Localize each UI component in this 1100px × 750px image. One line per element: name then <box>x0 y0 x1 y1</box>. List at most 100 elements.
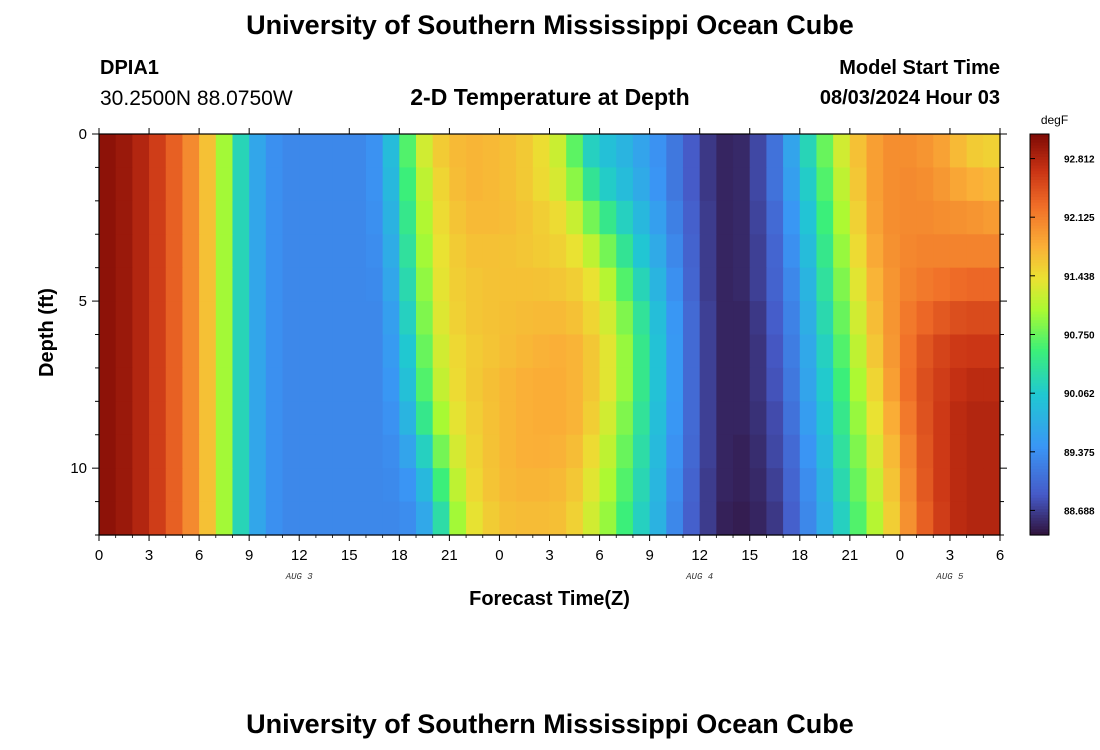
heatmap-cell <box>649 468 667 503</box>
heatmap-cell <box>265 367 284 402</box>
heatmap-cell <box>315 434 334 469</box>
heatmap-cell <box>866 501 884 536</box>
heatmap-cell <box>766 434 784 469</box>
heatmap-cell <box>566 167 584 202</box>
heatmap-cell <box>733 200 751 235</box>
x-tick-label: 15 <box>341 547 358 564</box>
heatmap-cell <box>799 434 818 469</box>
heatmap-cell <box>449 401 467 436</box>
heatmap-cell <box>332 301 350 336</box>
heatmap-cell <box>883 367 901 402</box>
heatmap-cell <box>949 501 968 536</box>
heatmap-cell <box>733 434 751 469</box>
heatmap-cell <box>232 334 250 369</box>
heatmap-cell <box>883 501 901 536</box>
heatmap-cell <box>649 334 667 369</box>
heatmap-cell <box>282 401 300 436</box>
heatmap-cell <box>682 200 701 235</box>
heatmap-cell <box>816 267 834 302</box>
heatmap-cell <box>265 501 284 536</box>
heatmap-cell <box>966 401 984 436</box>
heatmap-cell <box>282 468 300 503</box>
heatmap-cell <box>916 367 934 402</box>
heatmap-cell <box>949 401 968 436</box>
heatmap-cell <box>966 434 984 469</box>
heatmap-cell <box>265 267 284 302</box>
colorbar-segment <box>1030 520 1049 525</box>
heatmap-cell <box>132 267 150 302</box>
heatmap-cell <box>899 134 918 169</box>
heatmap-cell <box>899 468 918 503</box>
heatmap-cell <box>749 334 768 369</box>
heatmap-cell <box>949 334 968 369</box>
heatmap-cell <box>949 267 968 302</box>
heatmap-cell <box>783 234 801 269</box>
colorbar-segment <box>1030 449 1049 453</box>
heatmap-cell <box>532 200 551 235</box>
heatmap-cell <box>265 134 284 169</box>
heatmap-cell <box>365 301 384 336</box>
heatmap-cell <box>649 367 667 402</box>
date-label: AUG 4 <box>685 572 713 582</box>
heatmap-cell <box>282 200 300 235</box>
heatmap-cell <box>416 267 434 302</box>
heatmap-cell <box>482 401 501 436</box>
colorbar-segment <box>1030 331 1049 336</box>
colorbar-segment <box>1030 463 1049 467</box>
heatmap-cell <box>332 200 350 235</box>
heatmap-cell <box>582 401 601 436</box>
heatmap-cell <box>299 334 317 369</box>
x-tick-label: 0 <box>95 547 103 564</box>
x-tick-label: 12 <box>291 547 308 564</box>
heatmap-cell <box>616 301 634 336</box>
heatmap-cell <box>282 301 300 336</box>
heatmap-cell <box>349 468 367 503</box>
heatmap-cell <box>382 134 400 169</box>
colorbar-segment <box>1030 454 1049 459</box>
heatmap-cell <box>182 134 200 169</box>
heatmap-cell <box>432 167 450 202</box>
colorbar-segment <box>1030 205 1049 210</box>
colorbar-segment <box>1030 337 1049 341</box>
heatmap-cell <box>883 200 901 235</box>
heatmap-cell <box>99 468 117 503</box>
colorbar-segment <box>1030 497 1049 502</box>
heatmap-cell <box>466 334 484 369</box>
temperature-depth-chart: 0 3 6 9 12 15 18 21 0 3 6 9 12 15 18 21 0 3 6 AUG 3 AUG 4 AUG… <box>36 113 1095 610</box>
colorbar-segment <box>1030 414 1049 419</box>
heatmap-cell <box>833 434 851 469</box>
heatmap-cell <box>215 334 234 369</box>
heatmap-cell <box>582 267 601 302</box>
heatmap-cell <box>182 301 200 336</box>
heatmap-cell <box>599 267 617 302</box>
heatmap-cell <box>215 401 234 436</box>
heatmap-cell <box>666 167 684 202</box>
heatmap-cell <box>232 167 250 202</box>
heatmap-cell <box>282 267 300 302</box>
colorbar-segment <box>1030 394 1049 399</box>
heatmap-cell <box>799 501 818 536</box>
heatmap-cell <box>165 367 184 402</box>
heatmap-cell <box>749 167 768 202</box>
colorbar-segment <box>1030 300 1049 304</box>
colorbar-segment <box>1030 483 1049 487</box>
heatmap-cell <box>666 267 684 302</box>
heatmap-cell <box>482 167 501 202</box>
heatmap-cell <box>733 334 751 369</box>
heatmap-cell <box>849 468 868 503</box>
model-start-value: 08/03/2024 Hour 03 <box>819 87 1000 109</box>
heatmap-cell <box>849 334 868 369</box>
heatmap-cell <box>365 200 384 235</box>
heatmap-cell <box>232 468 250 503</box>
heatmap-cell <box>616 134 634 169</box>
heatmap-cell <box>165 234 184 269</box>
colorbar-segment <box>1030 154 1049 158</box>
heatmap-cell <box>215 367 234 402</box>
heatmap-cell <box>232 367 250 402</box>
heatmap-cell <box>282 367 300 402</box>
page-title-bottom: University of Southern Mississippi Ocean… <box>246 709 854 739</box>
heatmap-cell <box>933 167 951 202</box>
heatmap-cell <box>466 501 484 536</box>
heatmap-cell <box>649 434 667 469</box>
heatmap-cell <box>582 200 601 235</box>
